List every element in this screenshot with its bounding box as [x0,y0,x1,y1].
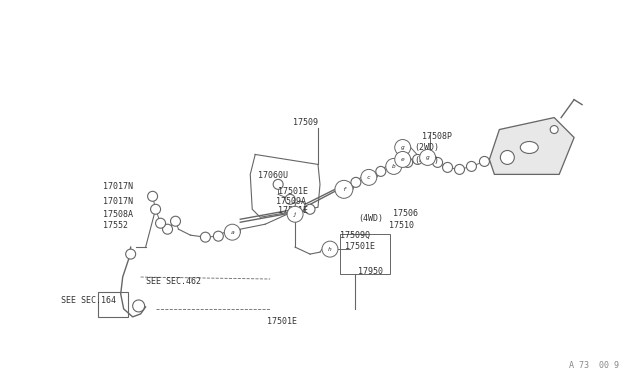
Circle shape [376,166,386,176]
Text: 17509A: 17509A [276,197,306,206]
Circle shape [225,224,240,240]
Circle shape [285,194,295,204]
Circle shape [443,163,452,172]
Text: 17017N: 17017N [103,197,132,206]
Text: 17506: 17506 [393,209,418,218]
Circle shape [433,157,443,167]
Circle shape [403,157,413,167]
Polygon shape [490,118,574,174]
Circle shape [156,218,166,228]
Circle shape [163,224,173,234]
Circle shape [148,191,157,201]
Text: 17501E: 17501E [345,242,375,251]
Text: SEE SEC.164: SEE SEC.164 [61,296,116,305]
Circle shape [213,231,223,241]
Circle shape [273,179,283,189]
Text: g: g [426,155,429,160]
Circle shape [479,157,490,166]
Text: a: a [230,230,234,235]
Text: f: f [342,187,346,192]
Text: 17508P: 17508P [422,132,452,141]
Text: 17501E: 17501E [267,317,297,326]
Circle shape [413,154,422,164]
Ellipse shape [520,141,538,154]
Circle shape [200,232,211,242]
Text: 17552: 17552 [103,221,128,230]
Circle shape [454,164,465,174]
Circle shape [335,180,353,198]
Bar [340,234,390,274]
Text: 17017N: 17017N [103,182,132,191]
Circle shape [322,241,338,257]
Circle shape [395,151,411,167]
Circle shape [305,204,315,214]
Circle shape [287,206,303,222]
Text: 17509: 17509 [292,118,317,126]
Text: c: c [367,175,371,180]
Text: b: b [392,164,396,169]
Circle shape [132,300,145,312]
Text: h: h [328,247,332,251]
Circle shape [500,150,515,164]
Text: (2WD): (2WD) [415,144,440,153]
Circle shape [361,169,377,185]
Circle shape [125,249,136,259]
Circle shape [150,204,161,214]
Text: (4WD): (4WD) [358,214,383,223]
Circle shape [420,150,436,166]
Circle shape [170,216,180,226]
Text: j: j [293,212,297,217]
Text: 17509Q: 17509Q [340,231,370,240]
Text: 17510: 17510 [388,221,413,230]
Bar [98,292,127,317]
Text: (4WD): (4WD) [415,157,440,166]
Circle shape [295,201,305,211]
Text: SEE SEC.462: SEE SEC.462 [146,277,200,286]
Text: 17501E: 17501E [278,206,308,215]
Circle shape [395,140,411,155]
Circle shape [351,177,361,187]
Circle shape [550,126,558,134]
Text: 17508A: 17508A [103,210,132,219]
Circle shape [467,161,476,171]
Text: g: g [401,145,404,150]
Text: A 73  00 9: A 73 00 9 [569,361,619,370]
Text: 17060U: 17060U [258,171,288,180]
Circle shape [386,158,402,174]
Text: e: e [401,157,404,162]
Text: 17501E: 17501E [278,187,308,196]
Text: 17950: 17950 [358,267,383,276]
